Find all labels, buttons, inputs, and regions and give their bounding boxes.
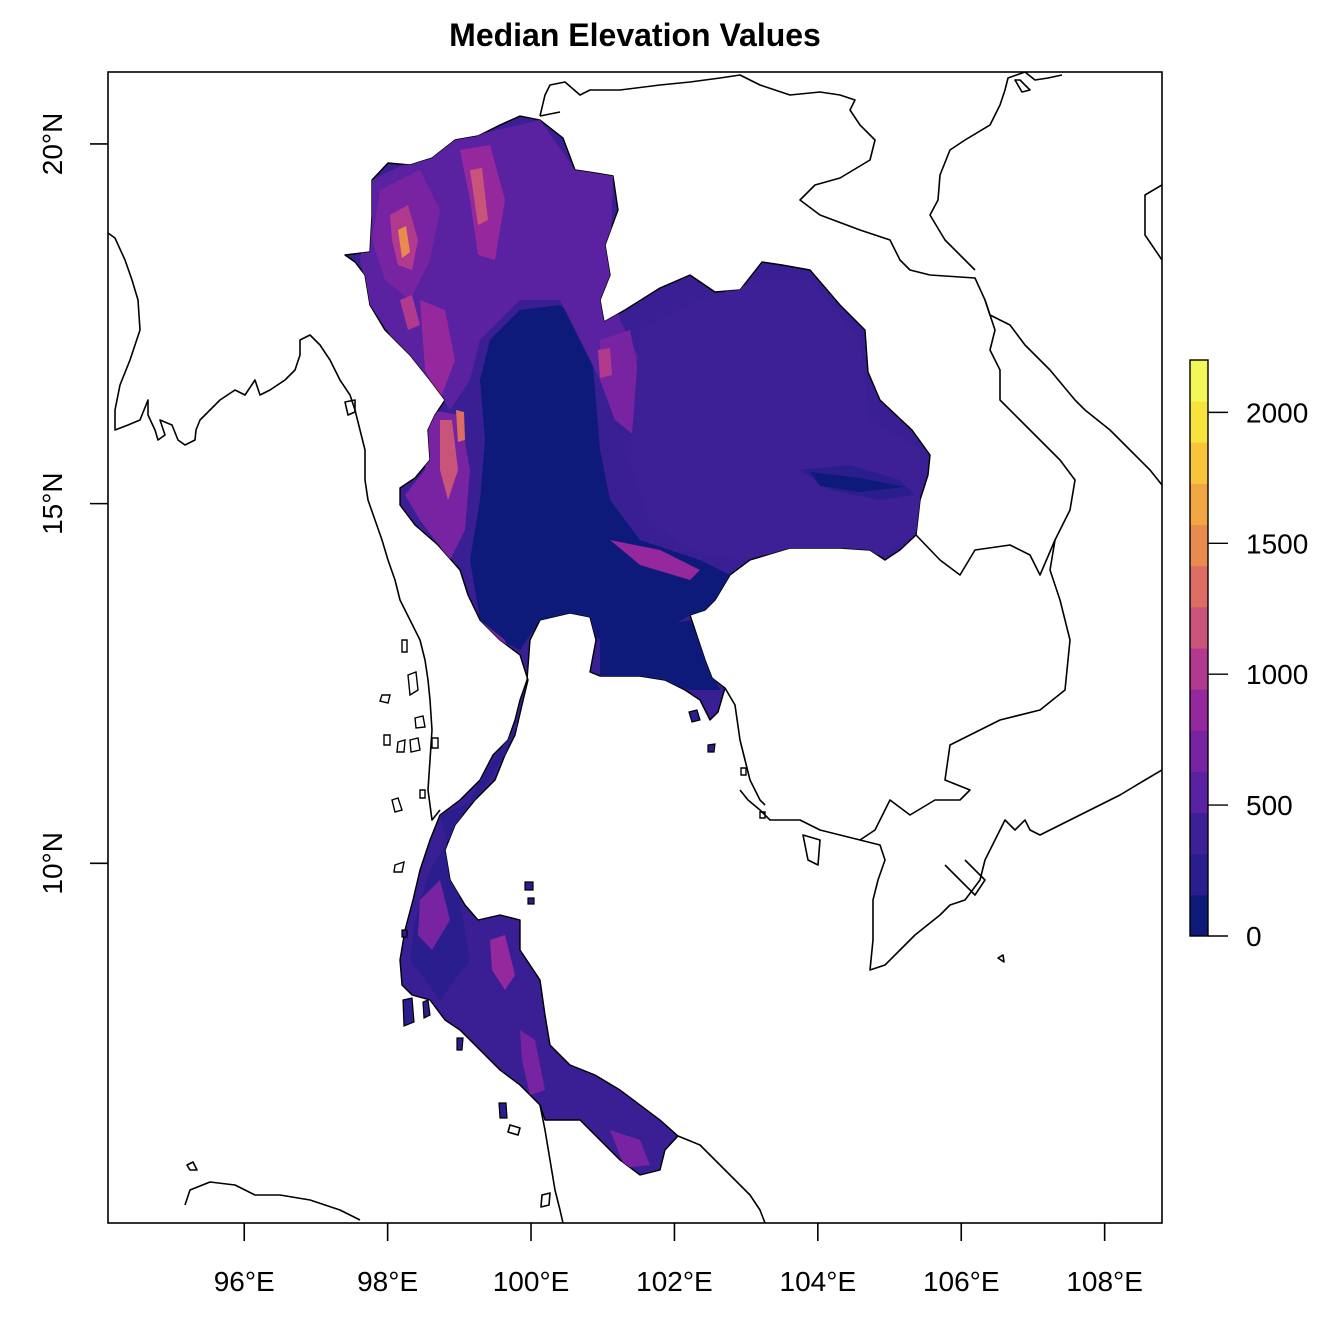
colorbar-legend: 0 500 1000 1500 2000 [1189, 359, 1308, 952]
colorbar-tick-label: 500 [1246, 790, 1293, 821]
colorbar-swatch [1190, 401, 1208, 443]
x-axis: 96°E 98°E 100°E 102°E 104°E 106°E 108°E [214, 1223, 1143, 1297]
colorbar-swatch [1190, 730, 1208, 772]
coastlines-and-borders [108, 72, 1162, 1223]
colorbar-swatch [1190, 524, 1208, 567]
y-tick-label: 10°N [37, 832, 68, 895]
colorbar-swatch [1190, 771, 1208, 814]
plot-frame [107, 71, 1163, 1224]
colorbar-swatch [1190, 853, 1208, 896]
colorbar-swatch [1190, 648, 1208, 690]
y-axis: 10°N 15°N 20°N [37, 113, 108, 895]
colorbar-swatch [1190, 565, 1208, 608]
colorbar-tick-label: 1000 [1246, 659, 1308, 690]
colorbar-swatch [1190, 442, 1208, 484]
x-tick-label: 96°E [214, 1266, 275, 1297]
x-tick-label: 104°E [780, 1266, 857, 1297]
colorbar-frame [1189, 359, 1209, 937]
map-area [108, 72, 1162, 1223]
y-tick-label: 20°N [37, 113, 68, 176]
x-tick-label: 108°E [1066, 1266, 1143, 1297]
colorbar-swatch [1190, 812, 1208, 855]
map-title: Median Elevation Values [449, 17, 821, 53]
elevation-detail [360, 120, 920, 1168]
thai-islands [401, 709, 716, 1119]
colorbar-swatch [1190, 360, 1208, 402]
colorbar-swatch [1190, 894, 1208, 937]
x-tick-label: 100°E [493, 1266, 570, 1297]
y-tick-label: 15°N [37, 472, 68, 535]
x-tick-label: 98°E [357, 1266, 418, 1297]
colorbar-tick-label: 2000 [1246, 397, 1308, 428]
colorbar-swatch [1190, 689, 1208, 731]
colorbar-tick-label: 0 [1246, 921, 1262, 952]
colorbar-swatch [1190, 606, 1208, 649]
colorbar-tick-label: 1500 [1246, 528, 1308, 559]
colorbar-swatch [1190, 483, 1208, 526]
x-tick-label: 106°E [923, 1266, 1000, 1297]
x-tick-label: 102°E [636, 1266, 713, 1297]
